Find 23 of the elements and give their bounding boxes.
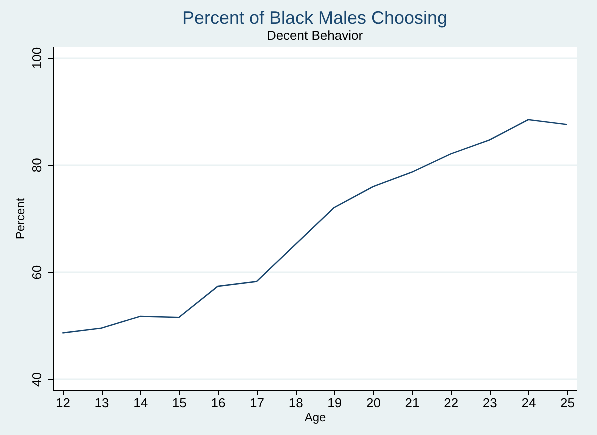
line-series [62,119,568,334]
x-tick-label: 15 [172,396,187,410]
y-tick-label: 80 [30,158,44,173]
y-axis-title: Percent [14,198,28,240]
x-tick-label: 20 [366,396,381,410]
x-tick-label: 21 [405,396,420,410]
x-tick-label: 14 [134,396,148,410]
y-tick-label: 40 [30,372,44,388]
x-tick-label: 25 [560,396,576,410]
x-tick-label: 19 [328,396,342,410]
y-tick-label: 100 [30,47,44,70]
x-axis-title: Age [304,410,326,424]
x-tick-label: 17 [250,396,265,410]
chart-title: Percent of Black Males Choosing [182,8,448,28]
x-tick-label: 24 [522,396,536,410]
x-tick-label: 18 [288,396,304,410]
chart-subtitle: Decent Behavior [266,28,364,43]
y-tick-label: 60 [30,265,44,280]
x-tick-label: 13 [94,396,110,410]
x-tick-label: 22 [444,396,459,410]
x-tick-label: 16 [211,396,226,410]
x-tick-label: 12 [56,396,70,410]
x-tick-label: 23 [482,396,498,410]
